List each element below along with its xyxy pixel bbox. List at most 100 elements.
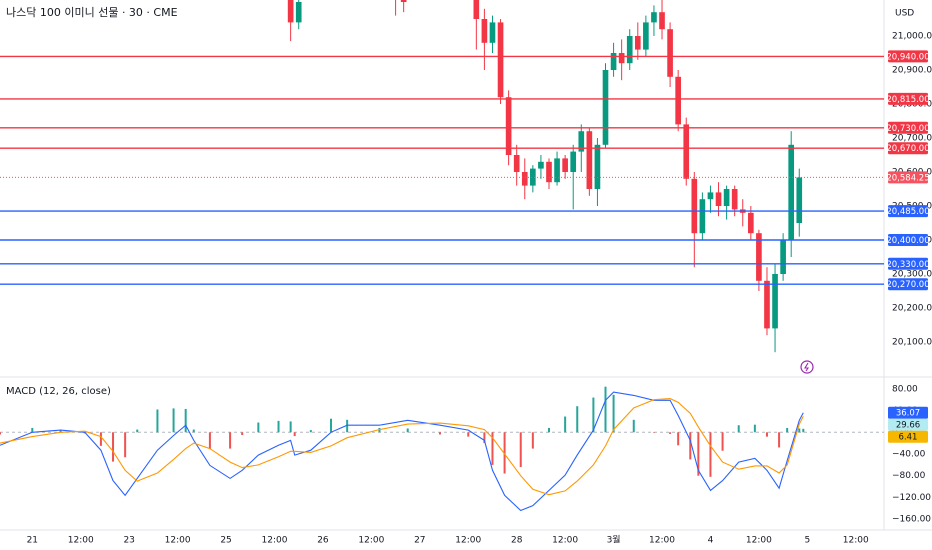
price-badge-label: 20,815.00 xyxy=(886,95,929,105)
histogram-bar xyxy=(604,386,607,433)
candle-body xyxy=(780,240,786,274)
candle-body xyxy=(546,161,552,183)
candle-body xyxy=(513,155,520,172)
candle-body xyxy=(497,22,504,98)
price-badge xyxy=(888,430,928,443)
price-badge-label: 20,670.00 xyxy=(886,144,929,154)
histogram-bar xyxy=(136,429,139,433)
histogram-bar xyxy=(689,432,692,460)
price-badge-label: 36.07 xyxy=(896,409,920,419)
price-badge-label: 6.41 xyxy=(899,433,918,443)
histogram-bar xyxy=(467,432,470,437)
histogram-bar xyxy=(709,432,712,477)
candle-body xyxy=(554,158,560,183)
candle-body xyxy=(643,22,649,50)
histogram-bar xyxy=(721,432,724,451)
histogram-bar xyxy=(229,432,232,449)
currency: USD xyxy=(895,9,914,19)
candle-body xyxy=(764,280,770,329)
histogram-bar xyxy=(778,432,781,448)
histogram-bar xyxy=(697,432,700,476)
histogram-bar xyxy=(59,430,62,433)
x-tick-label: 12:00 xyxy=(358,536,384,546)
alert-icon-bolt xyxy=(804,362,810,372)
x-tick-label: 12:00 xyxy=(746,536,772,546)
candle-body xyxy=(505,97,512,155)
price-badge xyxy=(888,257,928,270)
x-tick-label: 4 xyxy=(708,536,714,546)
price-badge-label: 20,330.00 xyxy=(886,260,929,270)
histogram-bar xyxy=(632,419,635,433)
histogram-bar xyxy=(208,432,211,450)
y-tick-label: −80.00 xyxy=(892,471,926,481)
candle-body xyxy=(796,177,803,223)
histogram-bar xyxy=(124,432,127,458)
y-tick-label: 20,900.00 xyxy=(892,66,932,76)
histogram-bar xyxy=(798,428,801,433)
price-badge-label: 29.66 xyxy=(896,421,920,431)
histogram-bar xyxy=(592,397,595,433)
y-tick-label: 20,100.00 xyxy=(892,338,932,348)
histogram-bar xyxy=(765,432,768,437)
price-badge-label: 20,584.25 xyxy=(886,173,929,183)
histogram-bar xyxy=(802,428,805,433)
histogram-bar xyxy=(406,428,409,433)
x-tick-label: 25 xyxy=(220,536,231,546)
x-tick-label: 12:00 xyxy=(262,536,288,546)
macd-line xyxy=(0,391,804,512)
price-badge-label: 20,940.00 xyxy=(886,52,929,62)
x-tick-label: 12:00 xyxy=(552,536,578,546)
histogram-bar xyxy=(576,406,579,433)
y-tick-label: −120.00 xyxy=(892,493,931,503)
histogram-bar xyxy=(293,432,296,437)
candle-body xyxy=(287,0,294,23)
candle-body xyxy=(538,161,544,169)
histogram-bar xyxy=(612,394,615,433)
x-tick-label: 27 xyxy=(414,536,425,546)
candle-body xyxy=(723,189,730,206)
y-tick-label: 21,000.00 xyxy=(892,32,932,42)
histogram-bar xyxy=(547,427,550,433)
histogram-bar xyxy=(192,429,195,433)
x-tick-label: 12:00 xyxy=(165,536,191,546)
price-badge-label: 20,485.00 xyxy=(886,207,929,217)
candle-body xyxy=(626,36,633,64)
x-tick-label: 23 xyxy=(123,536,134,546)
candle-body xyxy=(731,189,738,210)
candle-body xyxy=(562,158,568,172)
price-badge xyxy=(888,234,928,246)
candle-body xyxy=(683,124,690,179)
candle-body xyxy=(594,144,601,189)
histogram-bar xyxy=(503,432,506,474)
histogram-bar xyxy=(172,408,175,433)
candle-body xyxy=(530,168,536,186)
alert-icon[interactable] xyxy=(800,360,814,374)
candle-body xyxy=(586,131,593,189)
price-badge-label: 20,400.00 xyxy=(886,236,929,246)
histogram-bar xyxy=(330,418,333,433)
y-tick-label: −40.00 xyxy=(892,450,926,460)
price-badge xyxy=(888,205,928,218)
macd-pane xyxy=(0,386,884,512)
price-badge xyxy=(888,142,928,155)
histogram-bar xyxy=(483,432,486,444)
histogram-bar xyxy=(31,427,34,433)
candle-body xyxy=(473,0,480,19)
price-badge xyxy=(888,92,928,105)
histogram-bar xyxy=(289,421,292,433)
candle-body xyxy=(602,70,609,145)
candle-body xyxy=(400,0,407,2)
histogram-bar xyxy=(564,416,567,433)
candle-body xyxy=(675,76,681,125)
candle-body xyxy=(521,172,528,186)
histogram-bar xyxy=(112,432,115,462)
axes: 21,000.0020,900.0020,800.0020,700.0020,6… xyxy=(27,32,932,546)
price-badge xyxy=(888,406,928,419)
candle-body xyxy=(756,233,762,281)
histogram-bar xyxy=(346,419,349,433)
macd-line xyxy=(0,398,804,496)
candle-body xyxy=(295,2,302,23)
histogram-bar xyxy=(519,432,522,468)
price-badge xyxy=(888,418,928,431)
